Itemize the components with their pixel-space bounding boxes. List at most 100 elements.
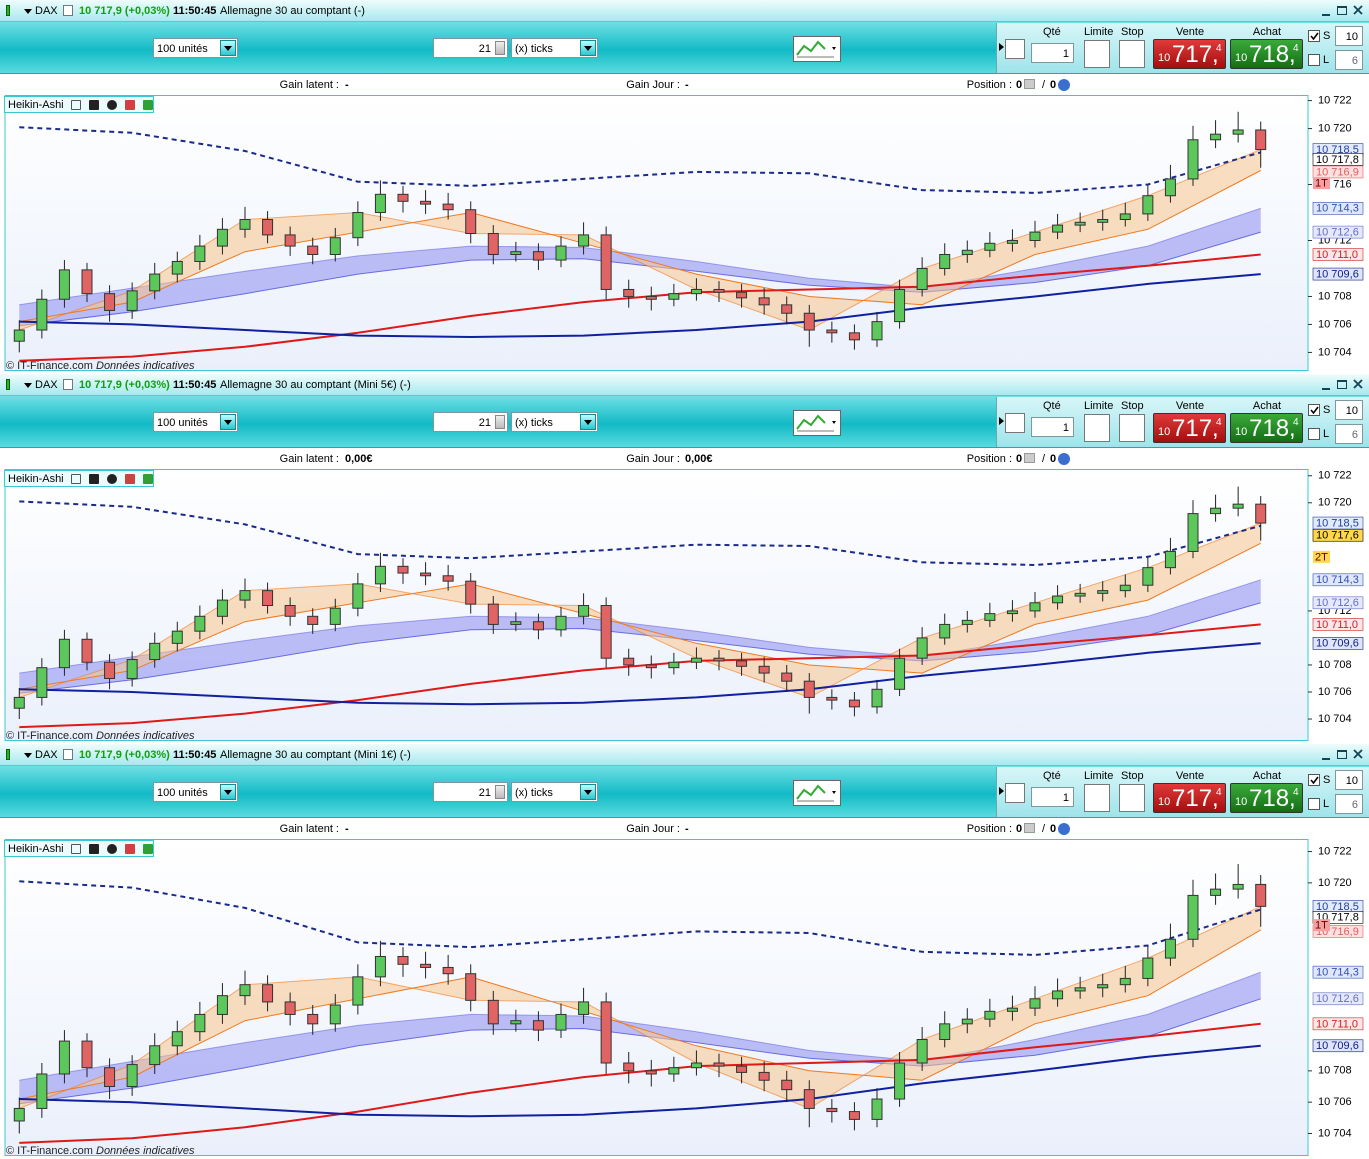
info-icon[interactable] bbox=[63, 5, 73, 16]
close[interactable] bbox=[1352, 377, 1364, 391]
select[interactable]: 100 unités bbox=[153, 782, 238, 802]
indicator-tool[interactable] bbox=[143, 474, 153, 484]
l-input[interactable]: 6 bbox=[1335, 794, 1363, 814]
chart-type-button[interactable] bbox=[793, 410, 841, 436]
price-tag bbox=[1312, 965, 1364, 979]
close[interactable] bbox=[1352, 3, 1364, 17]
indicator-tool[interactable] bbox=[143, 844, 153, 854]
settings-button[interactable] bbox=[1005, 39, 1025, 59]
indicator-tool[interactable] bbox=[89, 100, 99, 110]
settings-button[interactable] bbox=[1005, 783, 1025, 803]
band-edge bbox=[19, 542, 1261, 690]
menu-arrow[interactable] bbox=[24, 383, 32, 388]
candle-body bbox=[1052, 595, 1064, 604]
l-input[interactable]: 6 bbox=[1335, 50, 1363, 70]
s-checkbox[interactable] bbox=[1308, 774, 1320, 786]
collapse-arrow[interactable] bbox=[999, 787, 1004, 795]
indicator-tool[interactable] bbox=[107, 844, 117, 854]
dropdown-button[interactable] bbox=[580, 784, 596, 800]
indicator-tool[interactable] bbox=[125, 474, 135, 484]
info-icon[interactable] bbox=[63, 749, 73, 760]
indicator-tool[interactable] bbox=[107, 474, 117, 484]
minimize[interactable] bbox=[1322, 388, 1330, 390]
sell-button[interactable]: 10 717, 4 bbox=[1153, 783, 1226, 813]
dropdown-button[interactable] bbox=[220, 784, 236, 800]
price-tag-label: 10 718,5 bbox=[1316, 144, 1359, 156]
maximize[interactable] bbox=[1337, 6, 1347, 15]
s-input[interactable]: 10 bbox=[1335, 400, 1363, 420]
l-input[interactable]: 6 bbox=[1335, 424, 1363, 444]
indicator-tool[interactable] bbox=[143, 100, 153, 110]
menu-arrow[interactable] bbox=[24, 9, 32, 14]
menu-arrow[interactable] bbox=[24, 753, 32, 758]
candle-body bbox=[262, 984, 274, 1003]
qty-input[interactable]: 1 bbox=[1031, 417, 1074, 437]
indicator-tool[interactable] bbox=[89, 474, 99, 484]
stop-button[interactable] bbox=[1119, 40, 1145, 68]
ticks-value: 21 bbox=[478, 417, 491, 429]
dropdown-button[interactable] bbox=[220, 40, 236, 56]
select[interactable]: (x) ticks bbox=[511, 38, 598, 58]
chart-type-button[interactable] bbox=[793, 780, 841, 806]
close[interactable] bbox=[1352, 747, 1364, 761]
minimize[interactable] bbox=[1322, 14, 1330, 16]
limit-button[interactable] bbox=[1084, 414, 1110, 442]
indicator-tool[interactable] bbox=[107, 100, 117, 110]
position-a: 0 bbox=[1016, 823, 1023, 835]
collapse-arrow[interactable] bbox=[999, 417, 1004, 425]
sell-price: 717, bbox=[1172, 785, 1219, 812]
indicator-tool[interactable] bbox=[125, 100, 135, 110]
indicator-tool[interactable] bbox=[71, 474, 81, 484]
indicator-tool[interactable] bbox=[125, 844, 135, 854]
spinner[interactable] bbox=[495, 41, 505, 55]
indicator-tool[interactable] bbox=[71, 844, 81, 854]
s-input[interactable]: 10 bbox=[1335, 26, 1363, 46]
buy-button[interactable]: 10 718, 4 bbox=[1230, 783, 1303, 813]
s-checkbox[interactable] bbox=[1308, 404, 1320, 416]
stop-button[interactable] bbox=[1119, 414, 1145, 442]
indicator-tool[interactable] bbox=[89, 844, 99, 854]
sell-button[interactable]: 10 717, 4 bbox=[1153, 39, 1226, 69]
qty-input[interactable]: 1 bbox=[1031, 787, 1074, 807]
info-icon[interactable] bbox=[63, 379, 73, 390]
settings-button[interactable] bbox=[1005, 413, 1025, 433]
ticks-input[interactable]: 21 bbox=[433, 782, 508, 802]
l-checkbox[interactable] bbox=[1308, 428, 1320, 440]
ticks-input[interactable]: 21 bbox=[433, 412, 508, 432]
minimize[interactable] bbox=[1322, 758, 1330, 760]
candle-body bbox=[510, 621, 522, 625]
position-label: Position : bbox=[966, 453, 1012, 465]
sell-button[interactable]: 10 717, 4 bbox=[1153, 413, 1226, 443]
ticks-input[interactable]: 21 bbox=[433, 38, 508, 58]
maximize[interactable] bbox=[1337, 750, 1347, 759]
spinner[interactable] bbox=[495, 785, 505, 799]
buy-button[interactable]: 10 718, 4 bbox=[1230, 413, 1303, 443]
spinner[interactable] bbox=[495, 415, 505, 429]
indicator-tool[interactable] bbox=[71, 100, 81, 110]
buy-button[interactable]: 10 718, 4 bbox=[1230, 39, 1303, 69]
stop-button[interactable] bbox=[1119, 784, 1145, 812]
s-checkbox[interactable] bbox=[1308, 30, 1320, 42]
buy-small: 4 bbox=[1293, 417, 1299, 428]
l-label: L bbox=[1323, 54, 1330, 66]
l-checkbox[interactable] bbox=[1308, 54, 1320, 66]
limit-button[interactable] bbox=[1084, 784, 1110, 812]
qty-input[interactable]: 1 bbox=[1031, 43, 1074, 63]
quote: 10 717,9 (+0,03%) bbox=[79, 379, 170, 391]
select[interactable]: (x) ticks bbox=[511, 782, 598, 802]
l-checkbox[interactable] bbox=[1308, 798, 1320, 810]
dropdown-button[interactable] bbox=[220, 414, 236, 430]
dropdown-button[interactable] bbox=[580, 414, 596, 430]
candle-body bbox=[239, 984, 251, 997]
candle-body bbox=[555, 245, 567, 261]
chart-type-button[interactable] bbox=[793, 36, 841, 62]
dropdown-button[interactable] bbox=[580, 40, 596, 56]
qty-label: Qté bbox=[1043, 26, 1061, 38]
collapse-arrow[interactable] bbox=[999, 43, 1004, 51]
maximize[interactable] bbox=[1337, 380, 1347, 389]
select[interactable]: (x) ticks bbox=[511, 412, 598, 432]
select[interactable]: 100 unités bbox=[153, 38, 238, 58]
limit-button[interactable] bbox=[1084, 40, 1110, 68]
select[interactable]: 100 unités bbox=[153, 412, 238, 432]
s-input[interactable]: 10 bbox=[1335, 770, 1363, 790]
